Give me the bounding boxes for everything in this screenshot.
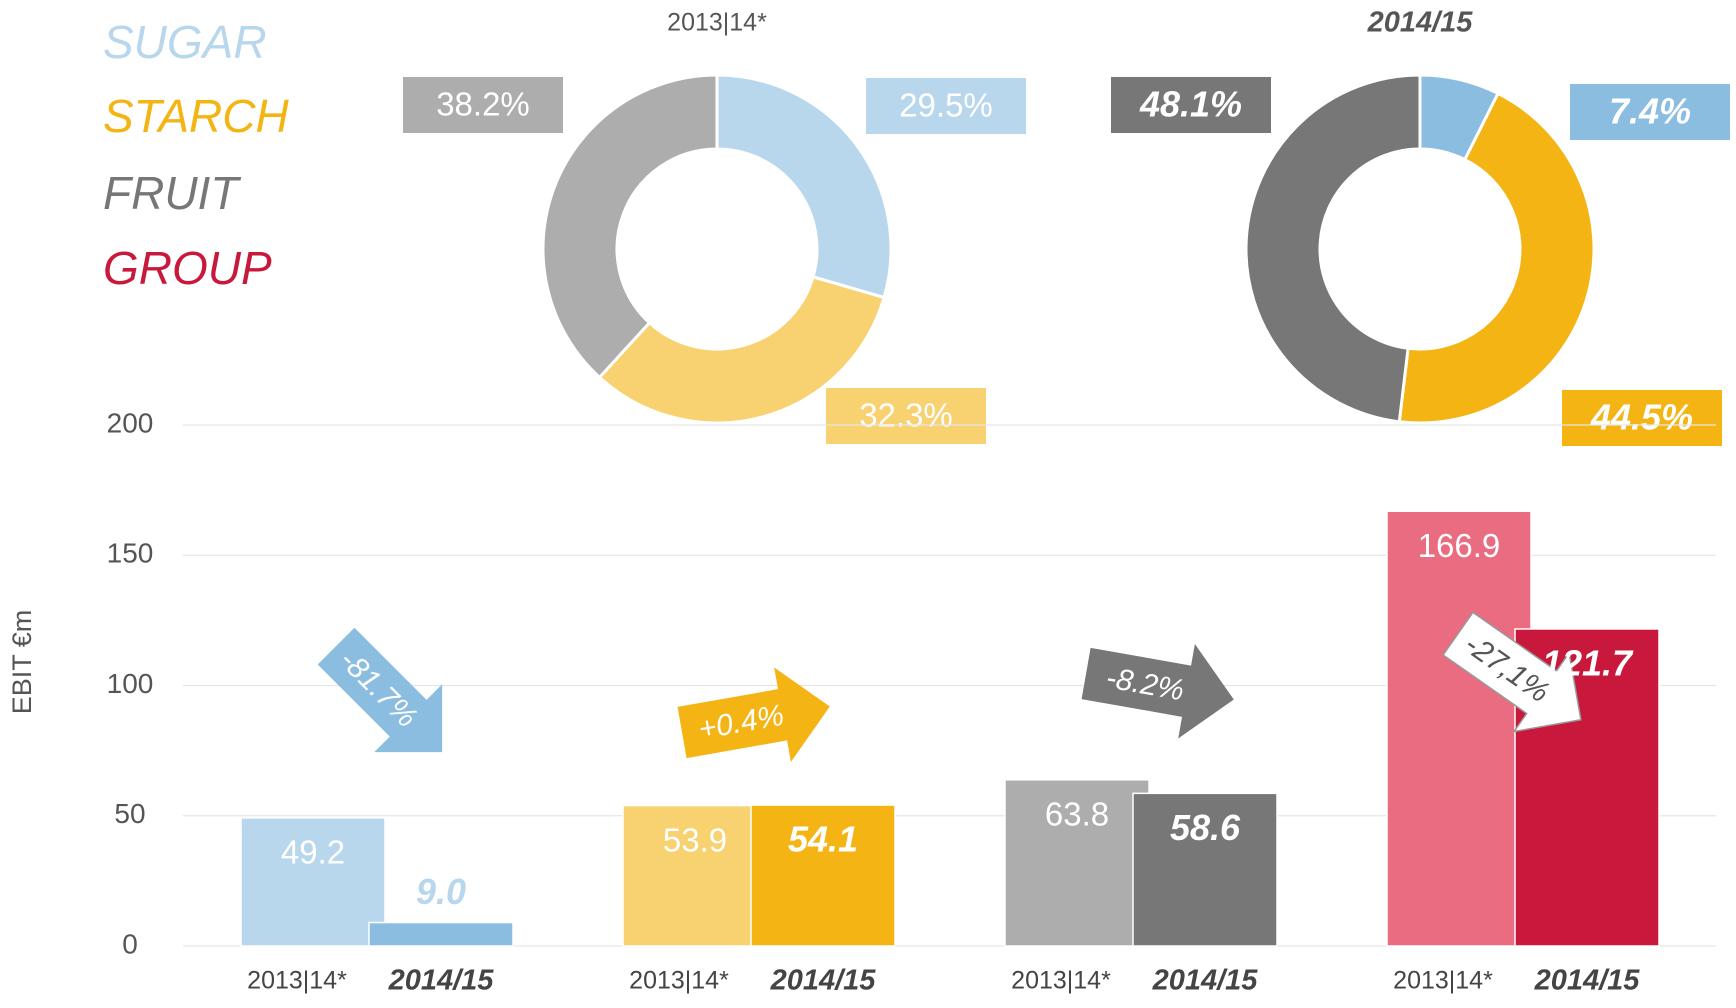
bar (1132, 792, 1278, 947)
x-tick-label: 2014/15 (1152, 965, 1259, 997)
y-tick-label: 0 (122, 928, 138, 959)
value-label: 29.5% (899, 87, 993, 124)
pie-slice (541, 73, 719, 380)
x-tick-label: 2013|14* (1393, 967, 1493, 995)
value-label: 49.2 (281, 834, 345, 871)
bar (750, 804, 896, 947)
legend-label: FRUIT (103, 167, 241, 219)
y-tick-label: 150 (107, 538, 154, 569)
y-tick-label: 50 (114, 798, 145, 829)
legend-label: SUGAR (103, 16, 267, 68)
bar (240, 817, 386, 947)
x-tick-label: 2013|14* (247, 967, 347, 995)
value-label: 38.2% (436, 86, 530, 123)
value-label: 121.7 (1542, 642, 1634, 683)
value-label: 32.3% (859, 397, 953, 434)
value-label: 58.6 (1170, 807, 1241, 848)
value-label: 166.9 (1418, 527, 1501, 564)
value-label: 48.1% (1139, 84, 1242, 125)
value-label: 9.0 (416, 871, 466, 912)
bar (1004, 779, 1150, 947)
bar (368, 921, 514, 947)
legend-label: STARCH (103, 90, 289, 142)
arrow-shape (317, 627, 443, 753)
value-label: 53.9 (663, 821, 727, 858)
x-tick-label: 2013|14* (1011, 967, 1111, 995)
arrow-shape (677, 667, 830, 763)
pie-slice (597, 275, 886, 425)
value-label-box (826, 388, 986, 444)
value-label-box (866, 78, 1026, 134)
y-tick-label: 200 (107, 407, 154, 438)
x-tick-label: 2014/15 (1534, 965, 1641, 997)
change-arrow: -8.2% (1081, 643, 1234, 739)
arrow-shape (1442, 611, 1582, 733)
value-label-box (1562, 390, 1722, 446)
pie-slice (1397, 91, 1596, 425)
value-label-box (1111, 77, 1271, 133)
bar (622, 804, 768, 947)
value-label: 7.4% (1609, 91, 1691, 132)
value-label: 63.8 (1045, 796, 1109, 833)
bar (1386, 510, 1532, 947)
y-axis-label: EBIT €m (7, 610, 37, 715)
arrow-shape (1081, 643, 1234, 739)
legend-label: GROUP (103, 242, 272, 294)
x-tick-label: 2013|14* (629, 967, 729, 995)
value-label-box (1570, 84, 1730, 140)
change-arrow: -81.7% (317, 627, 443, 753)
value-label-box (403, 77, 563, 133)
value-label: 44.5% (1590, 397, 1693, 438)
y-tick-label: 100 (107, 668, 154, 699)
x-tick-label: 2014/15 (388, 965, 495, 997)
pie-title: 2013|14* (667, 9, 767, 37)
value-label: 54.1 (788, 819, 858, 860)
x-tick-label: 2014/15 (770, 965, 877, 997)
pie-slice (1244, 73, 1422, 424)
pie-title: 2014/15 (1367, 7, 1474, 39)
change-arrow: +0.4% (677, 667, 830, 763)
pie-slice (715, 73, 893, 300)
